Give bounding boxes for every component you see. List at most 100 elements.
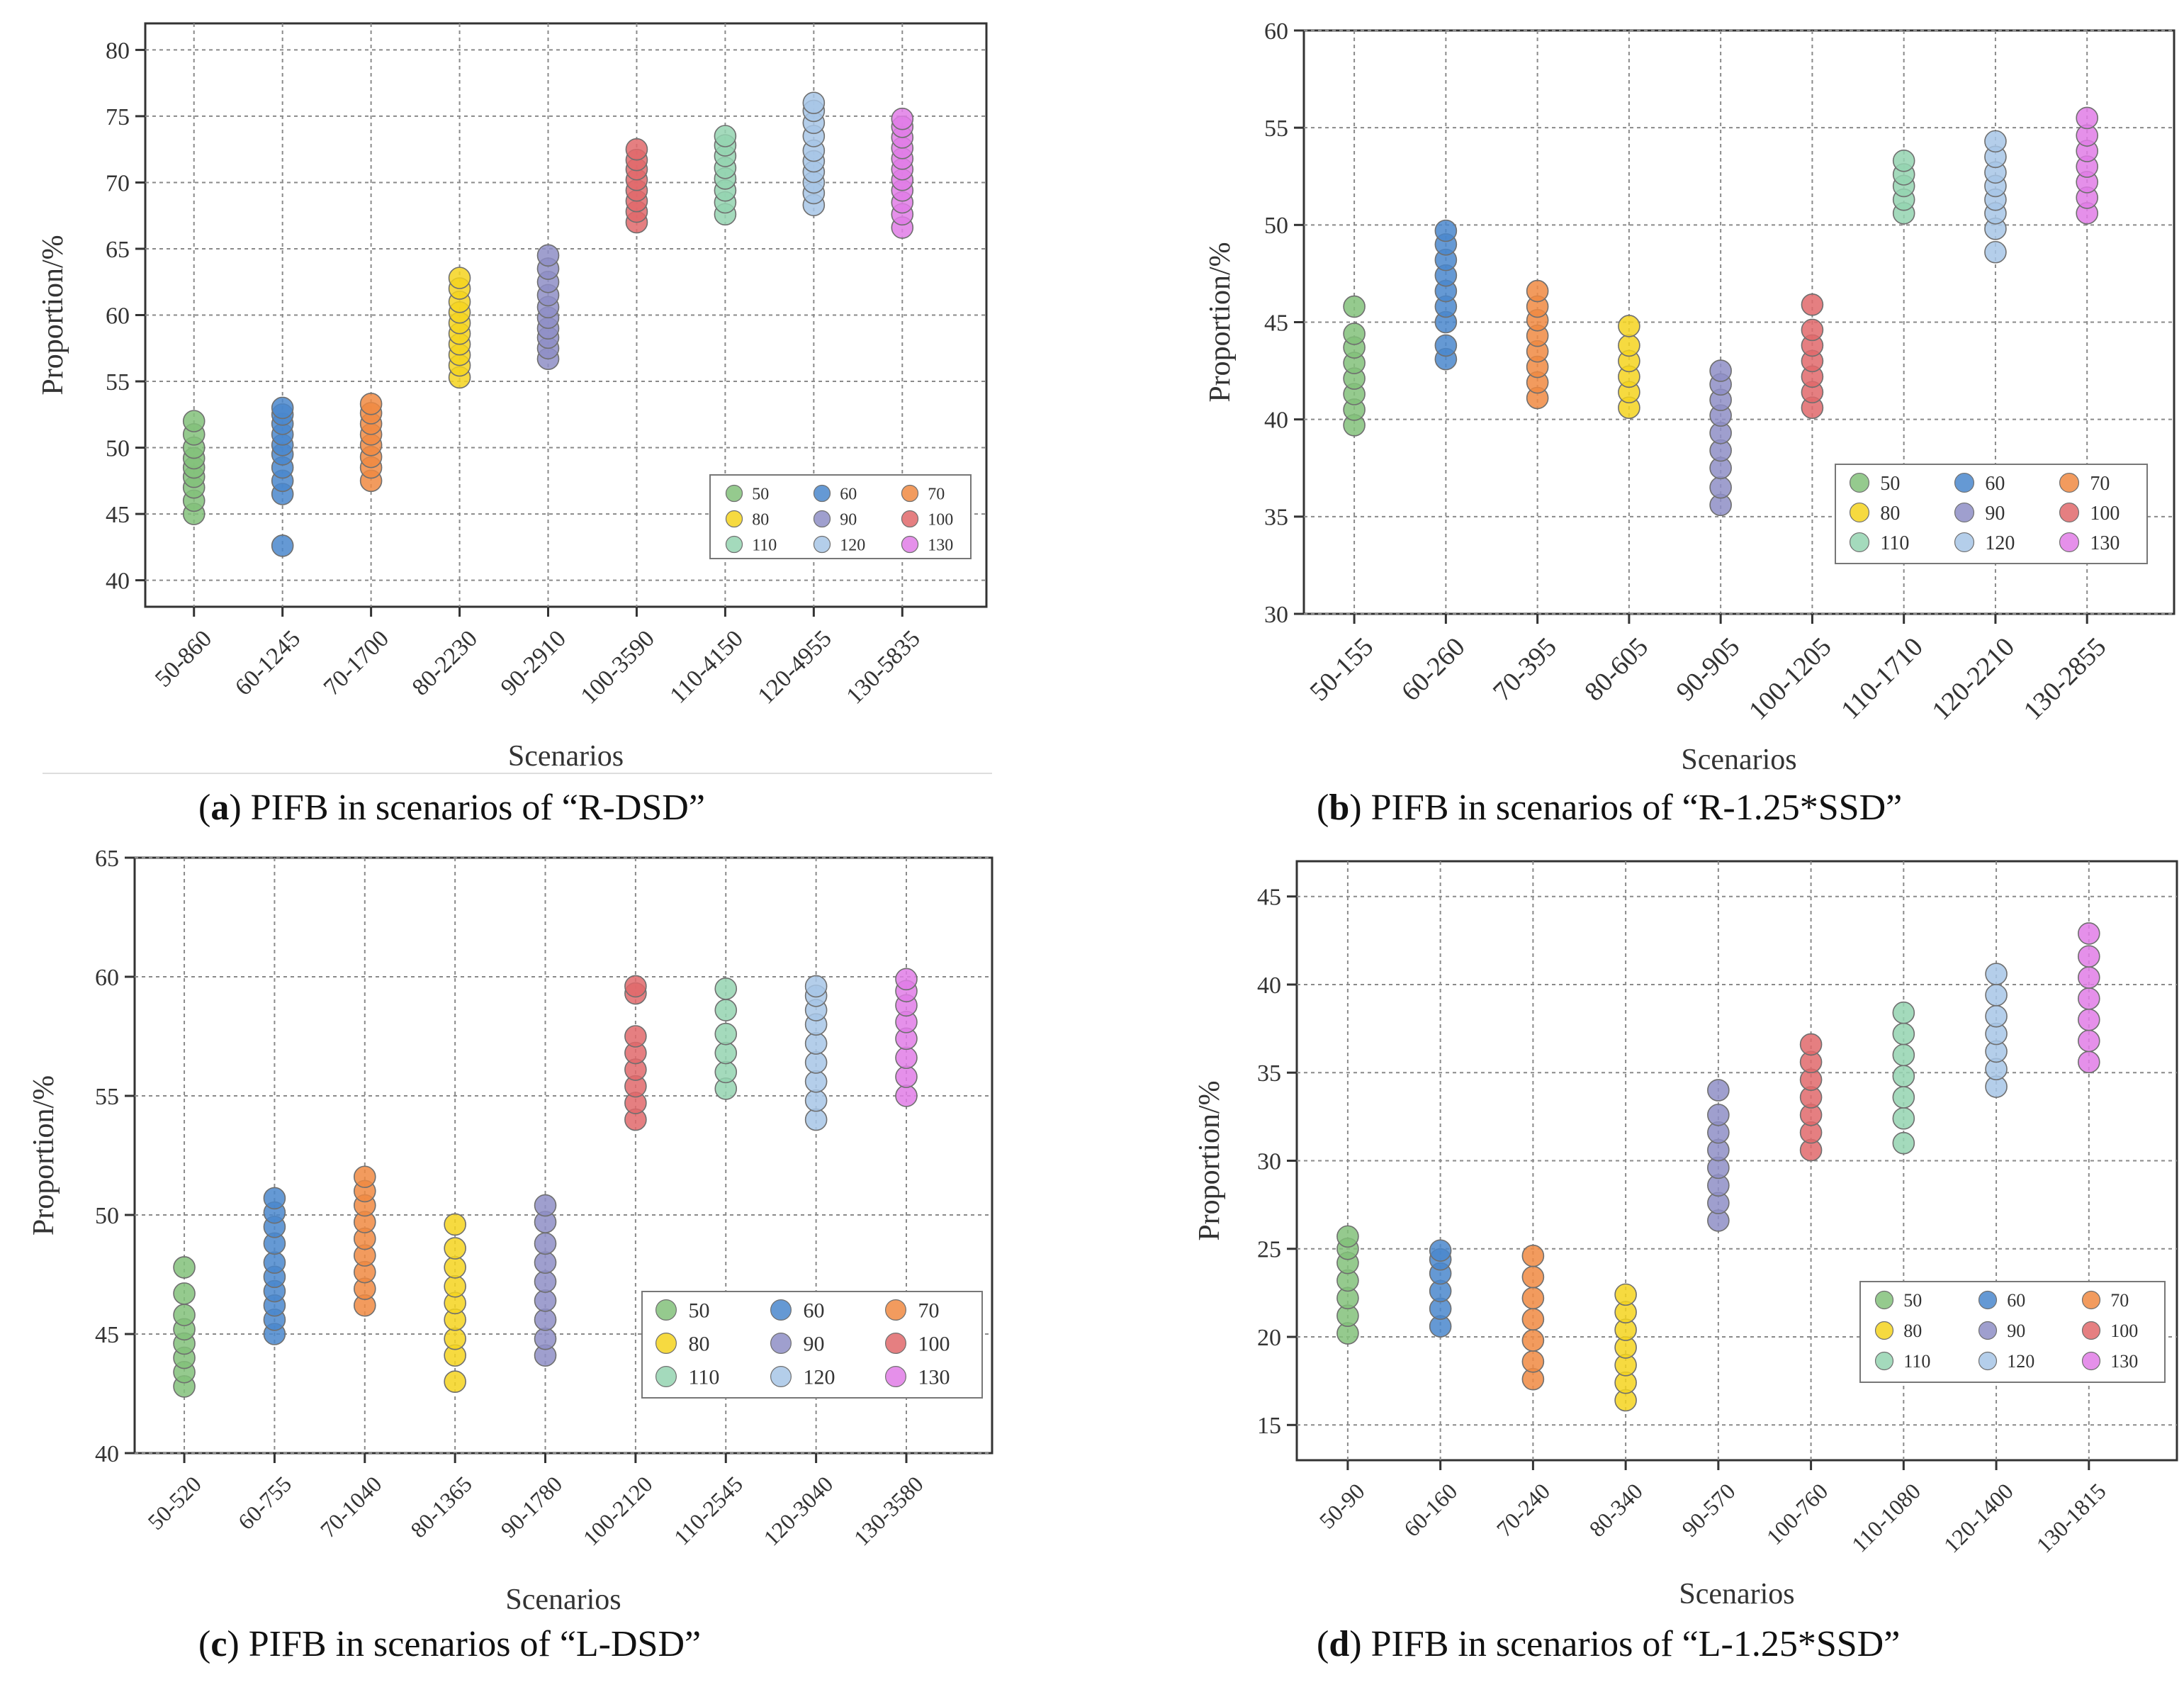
y-tick-label: 50 xyxy=(95,1203,119,1229)
y-tick-label: 50 xyxy=(1264,213,1288,239)
data-point xyxy=(804,975,828,998)
legend-label: 100 xyxy=(2110,1321,2138,1341)
y-tick-label: 45 xyxy=(1264,310,1288,336)
legend-marker xyxy=(1849,532,1870,553)
legend-label: 130 xyxy=(918,1366,950,1389)
legend-label: 110 xyxy=(1880,532,1909,554)
y-tick-label: 45 xyxy=(1257,885,1281,911)
legend-marker xyxy=(884,1299,906,1321)
data-point xyxy=(359,393,383,415)
data-point xyxy=(1892,1001,1915,1024)
legend-label: 120 xyxy=(2007,1351,2034,1372)
data-point xyxy=(1985,1004,2008,1028)
legend-label: 90 xyxy=(804,1333,825,1356)
y-tick-label: 40 xyxy=(106,568,130,594)
y-tick-label: 45 xyxy=(106,502,130,528)
x-tick-label: 100-760 xyxy=(1762,1478,1833,1550)
data-point xyxy=(1801,318,1824,342)
caption-d-letter: d xyxy=(1329,1624,1350,1664)
legend: 50 60 70 80 90 100 110 120 130 xyxy=(1859,1281,2166,1383)
data-point xyxy=(802,91,826,115)
data-point xyxy=(624,1025,647,1048)
data-point xyxy=(2076,106,2098,130)
legend-label: 130 xyxy=(2090,532,2120,554)
legend-label: 120 xyxy=(804,1366,835,1389)
legend-label: 90 xyxy=(2007,1321,2025,1341)
y-tick-label: 75 xyxy=(106,104,130,130)
y-axis-label: Proportion/% xyxy=(37,235,69,395)
legend-marker xyxy=(901,535,919,554)
legend-box xyxy=(709,474,972,559)
legend-label: 70 xyxy=(2110,1290,2129,1311)
legend-label: 120 xyxy=(1985,532,2015,554)
data-point xyxy=(1434,334,1458,357)
data-point xyxy=(1892,150,1915,172)
data-point xyxy=(2078,1051,2100,1074)
caption-a-text: PIFB in scenarios of “R-DSD” xyxy=(250,788,705,828)
y-tick-label: 60 xyxy=(1264,18,1288,45)
legend-label: 60 xyxy=(804,1299,825,1323)
y-tick-label: 15 xyxy=(1257,1413,1281,1439)
legend-marker xyxy=(1978,1321,1998,1340)
legend-box xyxy=(1835,464,2148,564)
data-point xyxy=(2078,945,2100,968)
caption-a-letter: a xyxy=(210,788,230,828)
data-point xyxy=(1526,279,1549,303)
legend-label: 110 xyxy=(1903,1351,1930,1372)
y-tick-label: 65 xyxy=(95,846,119,872)
x-tick-label: 60-160 xyxy=(1399,1478,1463,1542)
legend-marker xyxy=(1954,502,1975,523)
legend-marker xyxy=(2059,532,2080,553)
caption-c-text: PIFB in scenarios of “L-DSD” xyxy=(248,1624,702,1664)
chart-panel-c: 40 45 50 55 60 65 50-520 60-755 70-1040 80-1365 90… xyxy=(0,0,1091,1692)
y-tick-label: 40 xyxy=(1257,973,1281,999)
legend-marker xyxy=(2081,1290,2101,1310)
legend-marker xyxy=(725,484,743,503)
x-axis-label: Scenarios xyxy=(508,740,624,773)
legend-label: 60 xyxy=(2007,1290,2025,1311)
legend-label: 100 xyxy=(928,510,953,529)
y-tick-label: 55 xyxy=(1264,116,1288,142)
x-axis-label: Scenarios xyxy=(1679,1578,1794,1610)
data-point xyxy=(625,138,648,161)
legend-marker xyxy=(725,535,743,554)
data-point xyxy=(1709,359,1732,382)
x-axis-label: Scenarios xyxy=(505,1584,621,1616)
legend-marker xyxy=(1874,1321,1894,1340)
legend-label: 50 xyxy=(689,1299,710,1323)
legend-label: 50 xyxy=(1880,473,1900,495)
data-point xyxy=(895,968,918,991)
data-point xyxy=(1521,1287,1545,1310)
data-point xyxy=(1614,1283,1637,1306)
data-point xyxy=(444,1213,466,1236)
legend-marker xyxy=(813,484,831,503)
data-point xyxy=(1343,295,1366,318)
data-point xyxy=(173,1282,196,1305)
data-point xyxy=(271,396,294,420)
x-tick-label: 120-1400 xyxy=(1939,1478,2018,1557)
y-axis-label: Proportion/% xyxy=(28,1075,60,1236)
data-point xyxy=(2078,922,2100,945)
legend-box xyxy=(1859,1281,2166,1383)
legend-marker xyxy=(901,484,919,503)
data-point xyxy=(1521,1329,1545,1352)
caption-d-text: PIFB in scenarios of “L-1.25*SSD” xyxy=(1370,1624,1901,1664)
y-axis-label: Proportion/% xyxy=(1204,242,1237,402)
data-point xyxy=(714,977,738,1000)
data-point xyxy=(714,125,737,147)
x-tick-label: 110-1080 xyxy=(1847,1478,1925,1557)
legend-marker xyxy=(1874,1351,1894,1371)
data-point xyxy=(1707,1079,1730,1102)
caption-b-text: PIFB in scenarios of “R-1.25*SSD” xyxy=(1370,788,1903,828)
caption-d: (d) PIFB in scenarios of “L-1.25*SSD” xyxy=(1317,1624,1901,1664)
legend-label: 120 xyxy=(840,536,865,554)
legend-label: 80 xyxy=(689,1333,710,1356)
legend-marker xyxy=(2059,502,2080,523)
data-point xyxy=(1985,963,2008,985)
data-point xyxy=(1892,1043,1915,1067)
chart-panel-b: 30 35 40 45 50 55 60 50-155 60-260 70-395 80-605 90… xyxy=(0,0,2184,844)
legend-marker xyxy=(1849,502,1870,523)
data-point xyxy=(353,1165,376,1189)
